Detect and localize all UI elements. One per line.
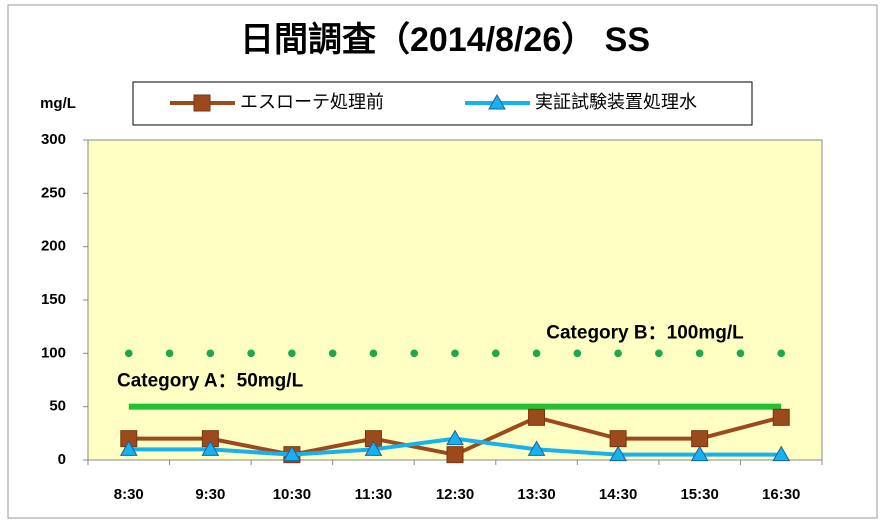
reference-dot bbox=[573, 349, 582, 358]
reference-dot bbox=[328, 349, 337, 358]
point bbox=[609, 430, 627, 448]
point bbox=[772, 408, 790, 426]
y-tick-label: 50 bbox=[49, 398, 66, 415]
point bbox=[446, 446, 464, 464]
x-tick-label: 16:30 bbox=[762, 486, 800, 503]
point bbox=[446, 429, 464, 446]
y-tick-label: 100 bbox=[41, 344, 66, 361]
reference-dot bbox=[247, 349, 255, 358]
point bbox=[364, 440, 383, 456]
reference-dot bbox=[491, 349, 500, 358]
point bbox=[201, 440, 220, 456]
reference-label: Category A：50mg/L bbox=[117, 371, 304, 392]
y-tick-label: 0 bbox=[58, 451, 66, 468]
reference-dot bbox=[532, 349, 541, 358]
x-tick-label: 14:30 bbox=[599, 486, 637, 503]
y-tick-label: 300 bbox=[41, 131, 66, 148]
x-tick-label: 11:30 bbox=[355, 486, 393, 503]
reference-dot bbox=[655, 349, 663, 358]
point bbox=[691, 430, 709, 448]
y-tick-label: 150 bbox=[41, 291, 66, 308]
x-tick-label: 12:30 bbox=[436, 486, 474, 503]
reference-dot bbox=[614, 349, 622, 358]
legend-box bbox=[132, 81, 753, 126]
chart-title: 日間調査（2014/8/26） SS bbox=[240, 20, 650, 59]
reference-label: Category B：100mg/L bbox=[546, 322, 744, 343]
plot-area bbox=[87, 139, 823, 461]
x-tick-label: 9:30 bbox=[195, 486, 225, 503]
point bbox=[528, 408, 546, 426]
legend-label: エスローテ処理前 bbox=[240, 92, 384, 112]
legend-label: 実証試験装置処理水 bbox=[535, 92, 697, 112]
y-tick-label: 250 bbox=[41, 184, 66, 201]
point bbox=[527, 440, 546, 456]
point bbox=[609, 445, 627, 462]
x-tick-label: 13:30 bbox=[517, 486, 555, 503]
point bbox=[690, 445, 709, 462]
reference-dot bbox=[451, 349, 459, 358]
x-tick-label: 10:30 bbox=[273, 486, 311, 503]
reference-dot bbox=[777, 349, 786, 358]
reference-dot bbox=[165, 349, 174, 358]
reference-dot bbox=[124, 349, 133, 358]
point bbox=[193, 94, 211, 112]
point bbox=[772, 445, 791, 462]
reference-dot bbox=[410, 349, 419, 358]
reference-dot bbox=[695, 349, 704, 358]
reference-dot bbox=[736, 349, 745, 358]
point bbox=[488, 93, 506, 110]
y-tick-label: 200 bbox=[41, 238, 66, 255]
reference-dot bbox=[206, 349, 215, 358]
reference-dot bbox=[369, 349, 378, 358]
x-tick-label: 15:30 bbox=[680, 486, 718, 503]
y-axis-label: mg/L bbox=[40, 95, 76, 112]
reference-dot bbox=[288, 349, 296, 358]
point bbox=[119, 440, 138, 456]
point bbox=[283, 445, 301, 462]
x-tick-label: 8:30 bbox=[114, 486, 144, 503]
